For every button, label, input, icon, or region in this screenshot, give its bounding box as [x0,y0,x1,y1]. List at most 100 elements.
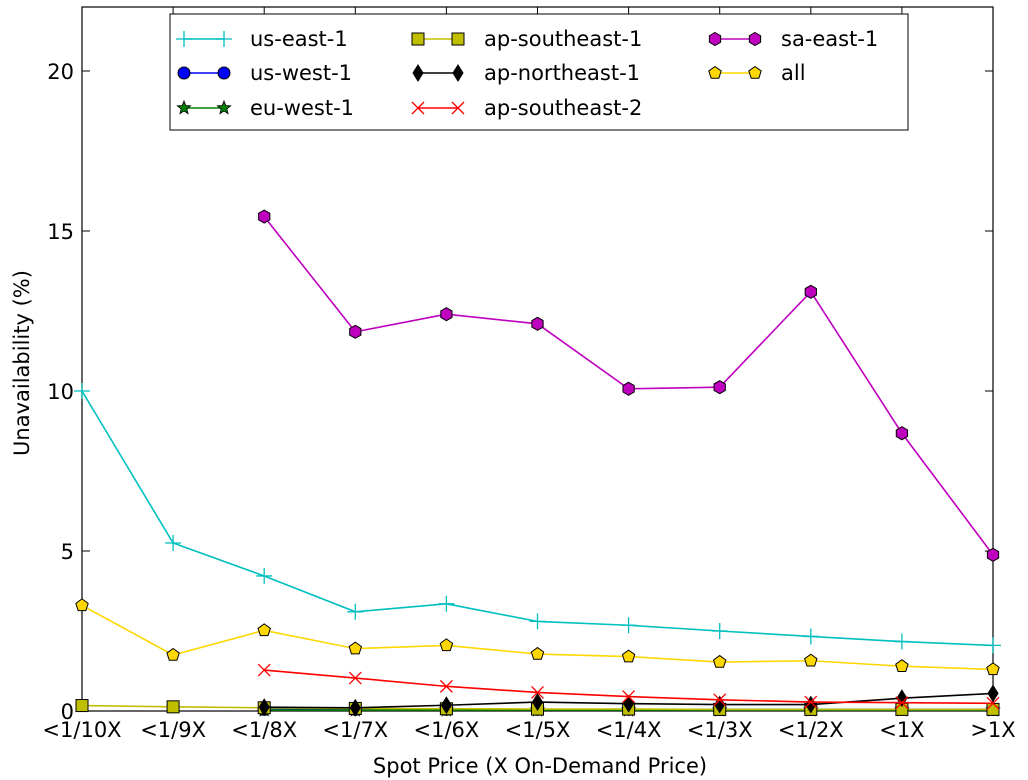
legend-marker [216,31,232,47]
data-point-ap-southeast-2 [439,679,453,693]
legend-marker [452,64,464,82]
legend-item-us-east-1: us-east-1 [176,27,348,51]
data-point-all [75,598,89,612]
legend-item-ap-southeast-2: ap-southeast-2 [411,96,642,120]
series-group [74,209,1001,717]
series-all [75,598,1000,676]
data-point-us-east-1 [347,603,364,620]
x-tick-label: <1/7X [322,718,388,742]
legend-marker [177,66,191,80]
data-point-us-east-1 [74,383,90,399]
data-point-ap-southeast-2 [986,696,1000,710]
legend: us-east-1 us-west-1 eu-west-1 ap-southeast-… [169,13,909,131]
y-axis-label: Unavailability (%) [10,270,34,456]
legend-marker [708,65,722,79]
data-point-sa-east-1 [258,209,271,224]
data-point-sa-east-1 [440,307,453,322]
legend-item-all: all [708,61,806,85]
series-ap-southeast-2 [257,663,1000,710]
data-point-all [348,641,363,655]
data-point-us-east-1 [893,633,910,650]
data-point-sa-east-1 [622,381,635,396]
data-point-sa-east-1 [713,380,726,395]
data-point-all [439,638,454,652]
legend-item-sa-east-1: sa-east-1 [708,27,878,51]
legend-marker [217,66,231,80]
data-point-ap-northeast-1 [258,698,270,717]
data-point-sa-east-1 [895,426,909,441]
x-tick-label: <1/4X [596,718,662,742]
data-point-sa-east-1 [349,324,362,339]
data-point-us-east-1 [256,567,273,584]
legend-label: ap-southeast-1 [484,27,642,51]
data-point-ap-southeast-2 [622,690,636,704]
data-point-all [712,654,727,668]
data-point-all [621,649,636,663]
data-point-ap-southeast-1 [166,700,180,714]
data-point-us-east-1 [711,623,728,639]
x-tick-label: <1/6X [414,718,480,742]
data-point-ap-southeast-2 [348,671,362,685]
data-point-us-east-1 [165,535,182,551]
x-tick-label: >1X [970,718,1015,742]
legend-label: ap-northeast-1 [484,61,640,85]
x-tick-label: <1/8X [231,718,297,742]
y-tick-label: 20 [47,60,74,84]
legend-item-us-west-1: us-west-1 [177,61,352,85]
legend-label: ap-southeast-2 [484,96,642,120]
data-point-ap-southeast-2 [804,695,818,709]
legend-label: sa-east-1 [781,27,878,51]
legend-marker [451,101,465,115]
legend-label: us-east-1 [250,27,348,51]
legend-marker [451,32,465,46]
x-tick-label: <1X [879,718,924,742]
data-point-ap-northeast-1 [531,693,544,711]
series-us-east-1 [74,383,1001,654]
data-point-us-east-1 [438,595,455,612]
x-tick-label: <1/3X [687,718,753,742]
legend-marker [176,99,192,115]
x-tick-label: <1/5X [505,718,571,742]
series-ap-northeast-1 [258,684,999,717]
data-point-sa-east-1 [986,547,1000,562]
legend-item-eu-west-1: eu-west-1 [176,96,354,120]
data-point-ap-southeast-2 [257,663,271,677]
data-point-us-east-1 [620,617,637,634]
series-sa-east-1 [258,209,1000,562]
data-point-ap-southeast-1 [75,699,89,713]
x-axis-label: Spot Price (X On-Demand Price) [373,754,707,778]
legend-marker [216,99,232,115]
data-point-all [530,646,545,660]
data-point-ap-northeast-1 [440,696,452,715]
y-tick-label: 0 [61,700,74,724]
legend-marker [748,65,762,79]
data-point-all [804,653,818,667]
data-point-ap-northeast-1 [349,698,361,717]
legend-item-ap-northeast-1: ap-northeast-1 [412,61,640,85]
legend-marker [176,31,192,47]
data-point-ap-northeast-1 [987,684,999,703]
axes: 0 5 10 15 20 <1/10X <1/9X <1/8X <1/7X <1/6X <1/5X <… [42,6,1016,742]
legend-box [169,13,909,131]
data-point-all [257,623,271,637]
x-tick-label: <1/10X [42,718,121,742]
legend-marker [412,64,424,82]
series-line-us-east-1 [81,390,994,647]
data-point-us-east-1 [802,628,819,645]
y-tick-label: 5 [61,540,74,564]
legend-item-ap-southeast-1: ap-southeast-1 [411,27,642,51]
data-point-ap-southeast-2 [713,693,727,707]
x-tick-label: <1/9X [140,718,206,742]
legend-label: eu-west-1 [250,96,354,120]
data-point-ap-southeast-1 [986,702,1000,716]
y-tick-label: 15 [47,220,74,244]
x-tick-label: <1/2X [778,718,844,742]
data-point-us-east-1 [985,637,1001,654]
data-point-ap-southeast-2 [895,696,909,710]
data-point-all [986,662,1000,676]
legend-marker [411,101,425,115]
data-point-sa-east-1 [531,316,544,331]
y-tick-label: 10 [47,380,74,404]
data-point-ap-southeast-2 [531,685,544,699]
